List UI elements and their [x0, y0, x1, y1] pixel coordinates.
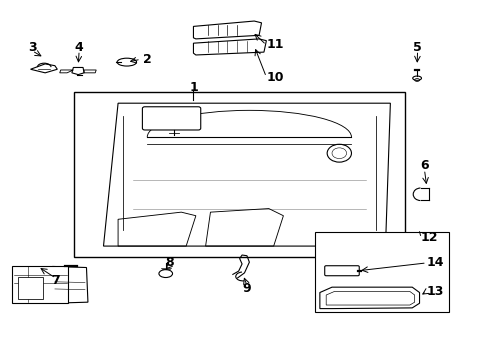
FancyBboxPatch shape: [324, 266, 359, 276]
Text: 1: 1: [189, 81, 198, 94]
Text: 8: 8: [164, 256, 173, 269]
Text: 4: 4: [75, 41, 83, 54]
Bar: [19, 277, 42, 298]
Text: 6: 6: [419, 159, 428, 172]
Text: 11: 11: [266, 39, 284, 51]
Text: 13: 13: [426, 285, 443, 298]
Text: 9: 9: [242, 283, 251, 296]
Text: 5: 5: [412, 41, 421, 54]
Text: 14: 14: [426, 256, 444, 269]
Bar: [12, 266, 68, 303]
Text: 12: 12: [420, 231, 437, 244]
Bar: [314, 232, 448, 312]
Text: 3: 3: [28, 41, 36, 54]
Text: 7: 7: [51, 274, 60, 287]
Bar: [74, 93, 404, 257]
FancyBboxPatch shape: [142, 107, 201, 130]
Text: 10: 10: [266, 71, 284, 84]
Text: 2: 2: [142, 53, 151, 66]
